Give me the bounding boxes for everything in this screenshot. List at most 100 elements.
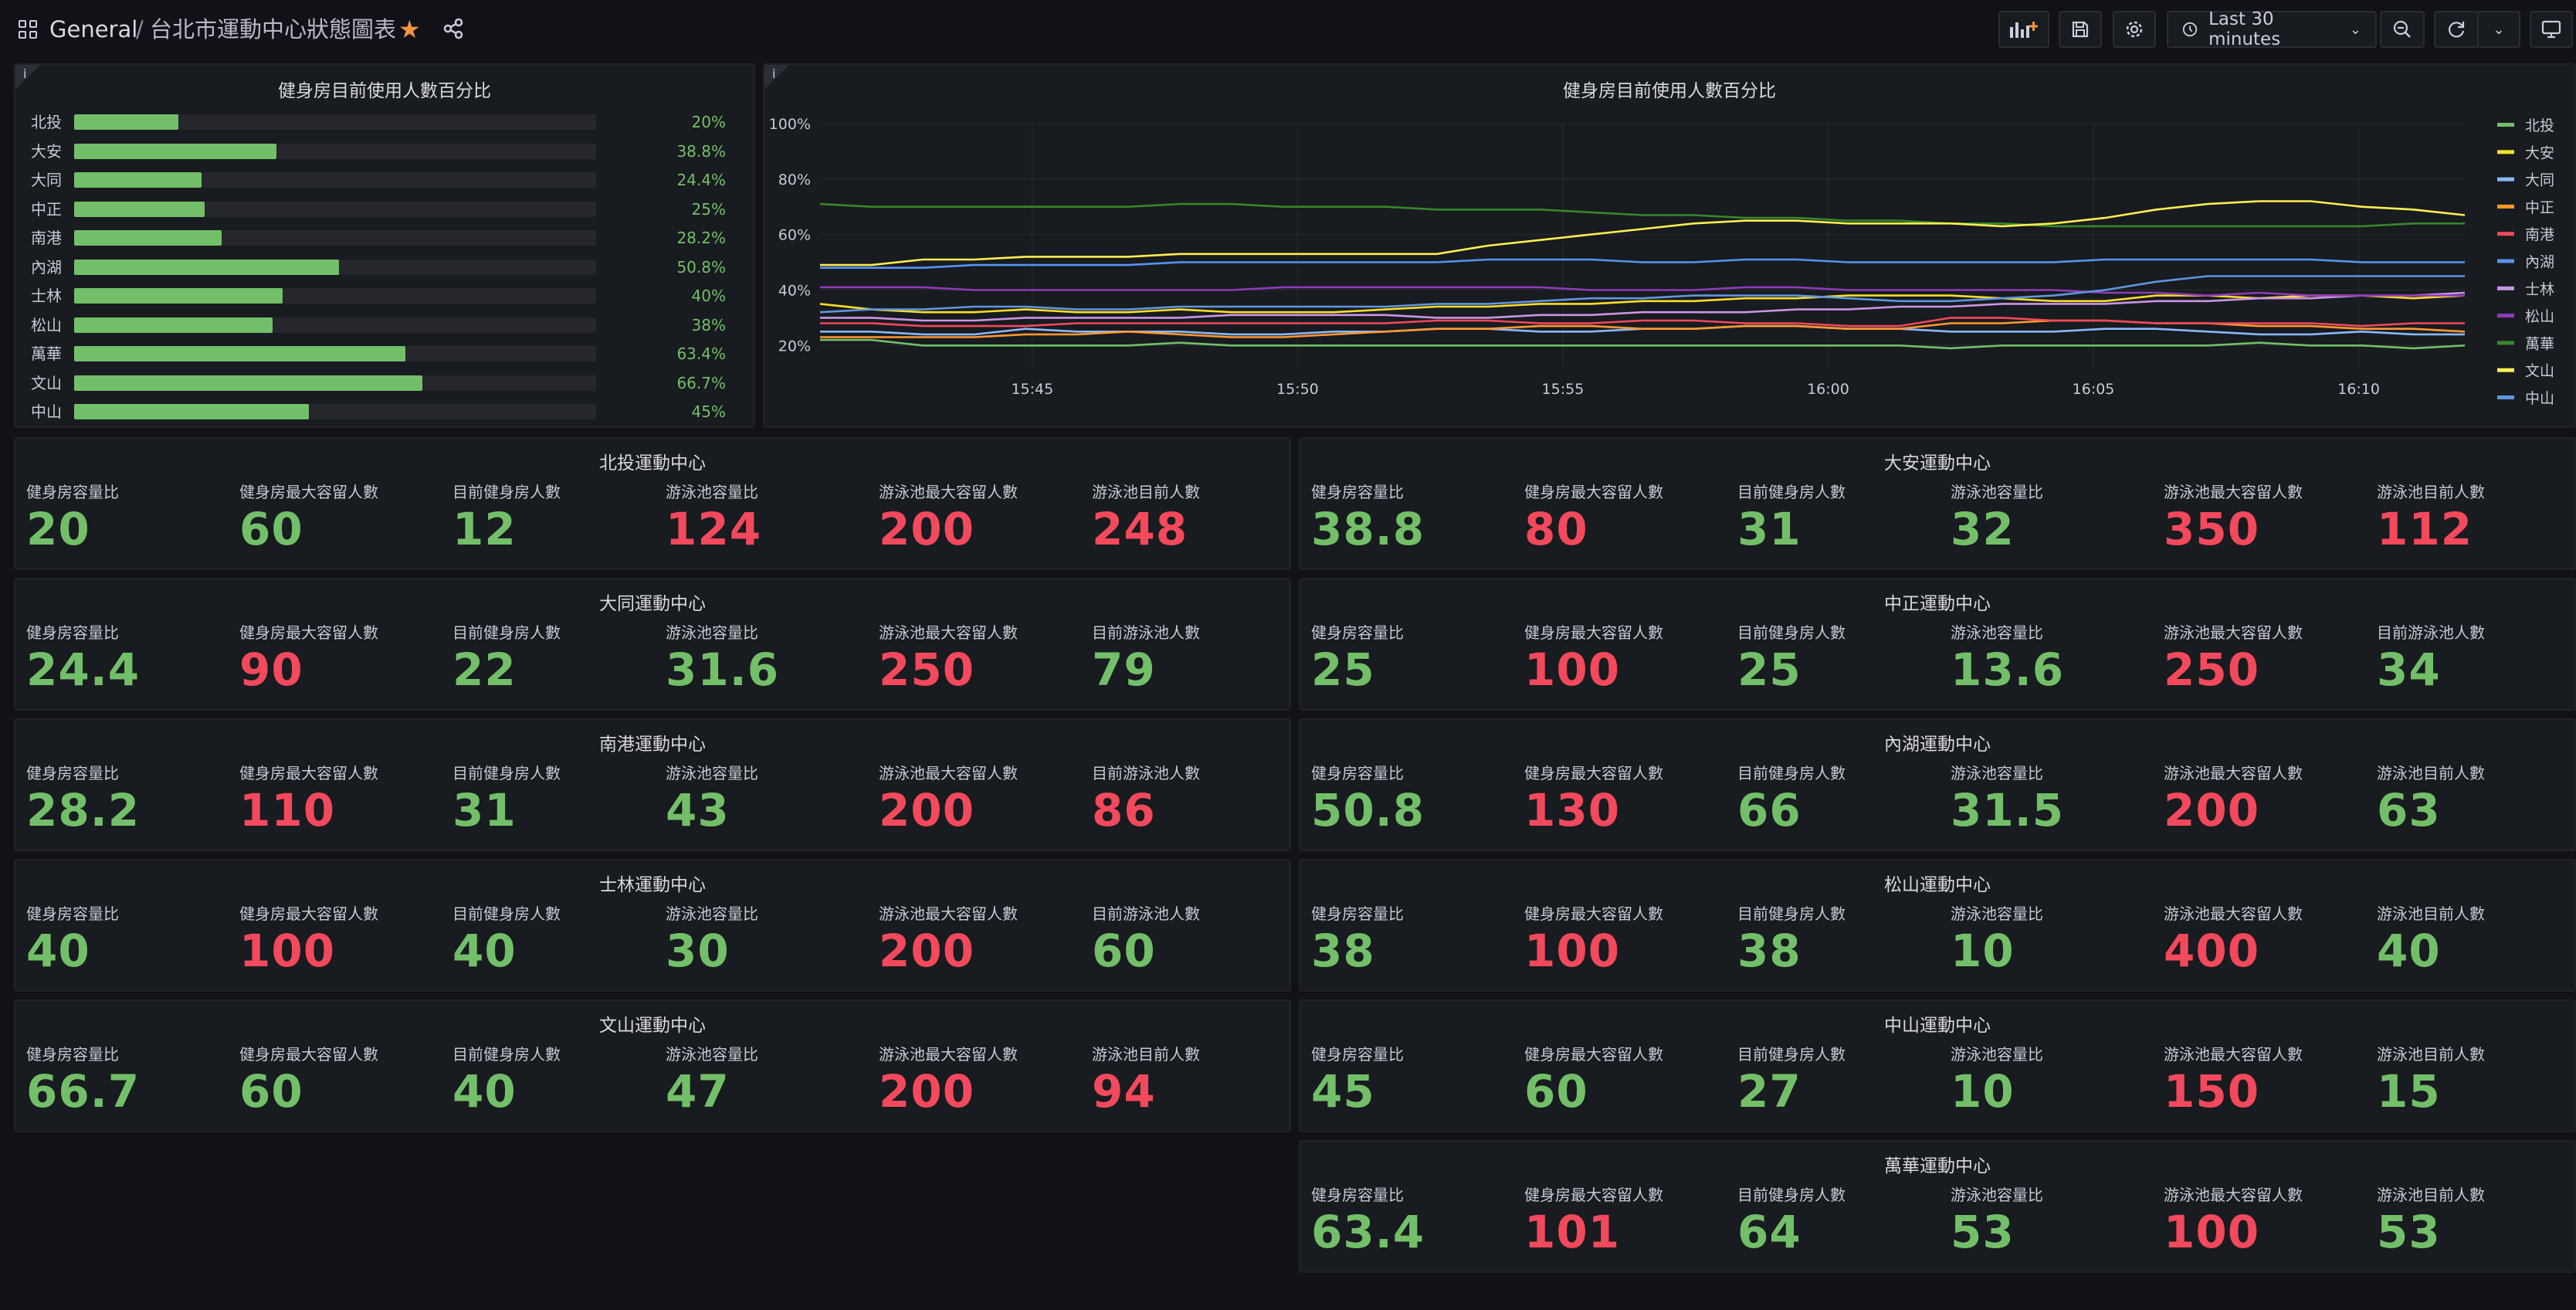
series-line[interactable] bbox=[819, 275, 2465, 314]
star-icon[interactable]: ★ bbox=[398, 15, 421, 44]
refresh-interval-dropdown[interactable]: ⌄ bbox=[2477, 11, 2520, 48]
stat-value: 28.2 bbox=[26, 784, 141, 837]
legend-swatch[interactable] bbox=[2497, 259, 2514, 263]
legend-swatch[interactable] bbox=[2497, 368, 2514, 372]
legend-label[interactable]: 士林 bbox=[2525, 281, 2554, 298]
stat-cell: 游泳池最大容留人數 200 bbox=[2164, 763, 2364, 848]
series-line[interactable] bbox=[820, 286, 2465, 297]
stat-panel-title[interactable]: 中正運動中心 bbox=[1884, 594, 1991, 614]
stat-label: 目前健身房人數 bbox=[452, 764, 561, 782]
stat-value: 31 bbox=[1737, 503, 1802, 555]
stat-label: 健身房容量比 bbox=[26, 1045, 119, 1064]
save-dashboard-button[interactable] bbox=[2059, 11, 2102, 48]
panel-info-corner[interactable] bbox=[15, 65, 40, 90]
panel-title[interactable]: 健身房目前使用人數百分比 bbox=[1563, 81, 1776, 101]
bargauge-track bbox=[74, 259, 596, 275]
series-line[interactable] bbox=[820, 291, 2466, 322]
stat-cell: 游泳池最大容留人數 200 bbox=[879, 482, 1080, 567]
legend-label[interactable]: 松山 bbox=[2525, 308, 2554, 325]
stat-cell: 健身房最大容留人數 90 bbox=[239, 623, 440, 708]
stat-label: 健身房最大容留人數 bbox=[1524, 623, 1663, 642]
line-chart[interactable]: 20% 40% 60% 80% 100% 15:45 15:50 15:55 16:00 16:0… bbox=[764, 65, 2574, 426]
dashboard-settings-button[interactable] bbox=[2113, 11, 2156, 48]
series-line[interactable] bbox=[820, 338, 2466, 350]
bargauge-label: 南港 bbox=[31, 229, 62, 247]
series-line[interactable] bbox=[820, 200, 2466, 266]
panel-title[interactable]: 健身房目前使用人數百分比 bbox=[278, 81, 491, 101]
y-tick-label: 60% bbox=[778, 227, 811, 244]
stat-label: 游泳池最大容留人數 bbox=[2164, 764, 2303, 782]
stat-panel-title[interactable]: 中山運動中心 bbox=[1884, 1016, 1991, 1036]
stat-panel-title[interactable]: 大同運動中心 bbox=[599, 594, 706, 614]
stat-panel-title[interactable]: 南港運動中心 bbox=[599, 735, 706, 755]
legend-label[interactable]: 萬華 bbox=[2525, 335, 2554, 352]
zoom-out-button[interactable] bbox=[2380, 11, 2425, 48]
stat-panel-title[interactable]: 大安運動中心 bbox=[1884, 453, 1991, 473]
y-tick-label: 100% bbox=[769, 116, 811, 133]
stat-label: 游泳池容量比 bbox=[666, 904, 758, 923]
legend-swatch[interactable] bbox=[2497, 395, 2514, 399]
x-tick-label: 15:50 bbox=[1276, 381, 1319, 398]
legend-swatch[interactable] bbox=[2497, 341, 2514, 345]
legend-swatch[interactable] bbox=[2497, 314, 2514, 318]
legend-swatch[interactable] bbox=[2497, 204, 2514, 209]
legend-label[interactable]: 大安 bbox=[2525, 144, 2554, 161]
stat-cell: 游泳池目前人數 248 bbox=[1092, 482, 1293, 567]
legend-label[interactable]: 北投 bbox=[2525, 117, 2554, 134]
share-icon[interactable] bbox=[442, 17, 465, 40]
stat-cell: 游泳池容量比 10 bbox=[1951, 904, 2151, 989]
series-line[interactable] bbox=[820, 324, 2465, 336]
stat-cell: 游泳池最大容留人數 100 bbox=[2164, 1185, 2364, 1270]
stat-panel: 中山運動中心 健身房容量比 45 健身房最大容留人數 60 目前健身房人數 27 游泳池容量比… bbox=[1299, 999, 2576, 1132]
stat-panel-title[interactable]: 士林運動中心 bbox=[599, 875, 706, 895]
legend-swatch[interactable] bbox=[2497, 286, 2514, 290]
stat-panel: 內湖運動中心 健身房容量比 50.8 健身房最大容留人數 130 目前健身房人數 66 游泳池… bbox=[1299, 718, 2576, 851]
stat-value: 86 bbox=[1092, 784, 1156, 837]
series-line[interactable] bbox=[820, 258, 2465, 269]
info-icon[interactable]: i bbox=[23, 66, 27, 81]
legend-swatch[interactable] bbox=[2497, 232, 2514, 236]
stat-cell: 目前健身房人數 40 bbox=[452, 904, 653, 989]
add-panel-button[interactable] bbox=[1998, 11, 2049, 48]
legend-label[interactable]: 南港 bbox=[2525, 226, 2554, 243]
bargauge-track bbox=[74, 230, 596, 246]
stat-panel-title[interactable]: 萬華運動中心 bbox=[1884, 1156, 1991, 1176]
bargauge-value: 63.4% bbox=[676, 344, 726, 363]
series-line[interactable] bbox=[819, 202, 2465, 228]
stat-value: 43 bbox=[666, 784, 730, 837]
stat-value: 124 bbox=[666, 503, 762, 555]
stat-panel-title[interactable]: 文山運動中心 bbox=[599, 1016, 706, 1036]
y-tick-label: 20% bbox=[778, 338, 811, 355]
time-range-picker[interactable]: Last 30 minutes ⌄ bbox=[2167, 9, 2377, 49]
stat-value: 60 bbox=[239, 1065, 303, 1118]
legend-swatch[interactable] bbox=[2497, 150, 2514, 154]
cycle-view-mode-button[interactable] bbox=[2530, 11, 2573, 48]
legend-label[interactable]: 中正 bbox=[2525, 199, 2554, 216]
panel-info-corner[interactable] bbox=[764, 65, 789, 90]
refresh-button[interactable] bbox=[2434, 11, 2479, 48]
legend-label[interactable]: 內湖 bbox=[2525, 254, 2554, 271]
legend-label[interactable]: 中山 bbox=[2525, 390, 2554, 407]
stat-cell: 目前健身房人數 38 bbox=[1737, 904, 1938, 989]
stat-cell: 游泳池最大容留人數 350 bbox=[2164, 482, 2364, 567]
legend-label[interactable]: 大同 bbox=[2525, 172, 2554, 189]
stat-panel-title[interactable]: 內湖運動中心 bbox=[1884, 735, 1991, 755]
breadcrumb-folder[interactable]: General bbox=[49, 16, 138, 42]
info-icon[interactable]: i bbox=[772, 66, 776, 81]
stat-cell: 健身房容量比 66.7 bbox=[26, 1044, 227, 1129]
dashboards-grid-icon[interactable] bbox=[19, 20, 37, 39]
x-tick-label: 15:45 bbox=[1011, 381, 1053, 398]
series-line[interactable] bbox=[820, 317, 2465, 328]
stat-panel: 文山運動中心 健身房容量比 66.7 健身房最大容留人數 60 目前健身房人數 40 游泳池容… bbox=[14, 999, 1291, 1132]
dashboard-title[interactable]: 台北市運動中心狀態圖表 bbox=[150, 16, 397, 42]
legend-swatch[interactable] bbox=[2497, 123, 2514, 127]
stat-panel-title[interactable]: 北投運動中心 bbox=[599, 453, 706, 473]
bargauge-track bbox=[74, 201, 596, 217]
legend-label[interactable]: 文山 bbox=[2525, 363, 2554, 380]
legend-swatch[interactable] bbox=[2497, 177, 2514, 182]
stat-value: 60 bbox=[239, 503, 303, 555]
stat-cell: 健身房最大容留人數 100 bbox=[239, 904, 440, 989]
stat-label: 游泳池目前人數 bbox=[1092, 1045, 1200, 1064]
stat-panel-title[interactable]: 松山運動中心 bbox=[1884, 875, 1991, 895]
stat-value: 60 bbox=[1524, 1065, 1588, 1118]
